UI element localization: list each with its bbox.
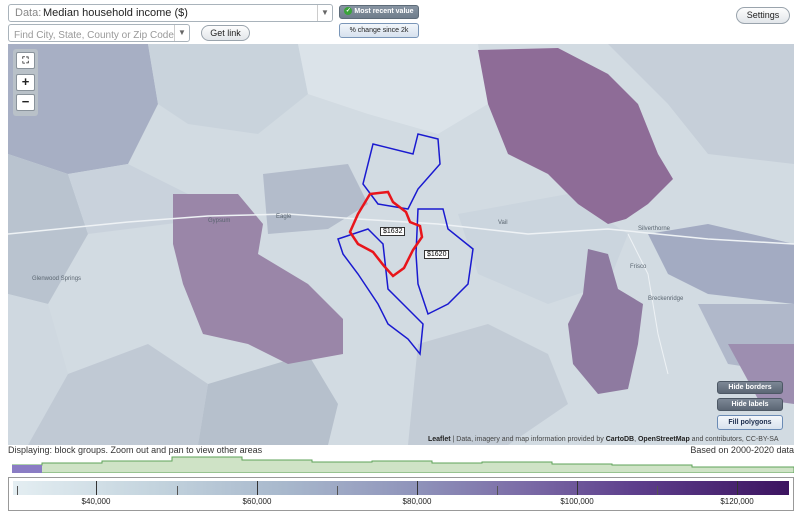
red-boundary	[348, 190, 424, 278]
data-select[interactable]: Data: Median household income ($) ▼	[8, 4, 333, 22]
legend-gradient	[13, 481, 789, 495]
region-polygon	[8, 154, 88, 304]
place-label: Gypsum	[208, 218, 231, 224]
place-label: Glenwood Springs	[32, 276, 82, 282]
color-legend: $40,000 $60,000 $80,000 $100,000 $120,00…	[8, 477, 794, 511]
region-polygon	[408, 324, 568, 445]
purple-region	[173, 194, 343, 364]
region-polygon	[648, 224, 794, 304]
fullscreen-icon[interactable]: ⛶	[16, 52, 35, 69]
legend-tick	[337, 486, 338, 495]
most-recent-label: Most recent value	[354, 8, 414, 15]
legend-tick-label: $100,000	[560, 497, 594, 506]
chevron-down-icon[interactable]: ▼	[174, 25, 189, 41]
legend-tick	[17, 486, 18, 495]
hide-labels-button[interactable]: Hide labels	[717, 398, 783, 411]
legend-tick	[657, 486, 658, 495]
legend-tick	[177, 486, 178, 495]
legend-tick	[257, 481, 258, 495]
region-polygon	[198, 354, 338, 445]
checkmark-icon: ✓	[344, 7, 353, 16]
search-input[interactable]	[14, 28, 174, 43]
region-polygon	[8, 44, 158, 174]
zoom-out-button[interactable]: −	[16, 94, 35, 111]
attribution-tail: and contributors, CC-BY-SA	[691, 436, 779, 443]
blue-boundary-south	[415, 208, 474, 316]
legend-tick-label: $60,000	[242, 497, 272, 506]
value-tag[interactable]: $1632	[380, 227, 406, 236]
value-tag[interactable]: $1620	[424, 250, 450, 259]
chevron-down-icon[interactable]: ▼	[317, 5, 332, 21]
legend-tick	[497, 486, 498, 495]
zoom-panel: ⛶ + −	[13, 49, 38, 116]
data-selected-value: Median household income ($)	[43, 7, 188, 19]
distribution-histogram	[12, 456, 794, 473]
legend-tick	[737, 481, 738, 495]
region-polygon	[28, 344, 208, 445]
hide-borders-button[interactable]: Hide borders	[717, 381, 783, 394]
most-recent-toggle[interactable]: ✓ Most recent value	[339, 5, 419, 19]
leaflet-link[interactable]: Leaflet	[428, 436, 451, 443]
location-search[interactable]: ▼	[8, 24, 190, 43]
cartodb-link[interactable]: CartoDB	[605, 436, 635, 443]
legend-tick-label: $120,000	[720, 497, 754, 506]
place-label: Breckenridge	[648, 296, 684, 302]
zoom-in-button[interactable]: +	[16, 74, 35, 91]
purple-region	[478, 48, 673, 224]
place-label: Eagle	[276, 214, 292, 220]
blue-boundary-main	[337, 228, 424, 356]
fill-polygons-button[interactable]: Fill polygons	[717, 415, 783, 430]
place-label: Silverthorne	[638, 226, 671, 232]
place-label: Vail	[498, 220, 508, 226]
displaying-status: Displaying: block groups. Zoom out and p…	[8, 445, 263, 455]
legend-tick	[417, 481, 418, 495]
data-prefix-label: Data:	[15, 7, 42, 19]
histogram-highlight	[12, 465, 42, 473]
legend-tick-label: $80,000	[402, 497, 432, 506]
region-polygon	[298, 44, 488, 134]
region-polygon	[608, 44, 794, 164]
pct-change-toggle[interactable]: % change since 2k	[339, 23, 419, 38]
region-polygon	[263, 164, 368, 234]
legend-tick	[577, 481, 578, 495]
region-polygon	[148, 44, 308, 134]
place-label: Frisco	[630, 264, 647, 270]
legend-tick	[96, 481, 97, 495]
histogram-line	[12, 456, 794, 473]
osm-link[interactable]: OpenStreetMap	[637, 436, 690, 443]
choropleth-layer	[8, 44, 794, 445]
purple-region	[568, 249, 643, 394]
map-canvas[interactable]: Gypsum Eagle Vail Silverthorne Breckenri…	[8, 44, 794, 445]
legend-tick-label: $40,000	[81, 497, 111, 506]
get-link-button[interactable]: Get link	[201, 25, 250, 41]
region-polygon	[8, 294, 68, 445]
settings-button[interactable]: Settings	[736, 7, 790, 24]
attribution-text: | Data, imagery and map information prov…	[452, 436, 604, 443]
data-basis-note: Based on 2000-2020 data	[690, 445, 794, 455]
map-attribution: Leaflet | Data, imagery and map informat…	[428, 436, 779, 443]
